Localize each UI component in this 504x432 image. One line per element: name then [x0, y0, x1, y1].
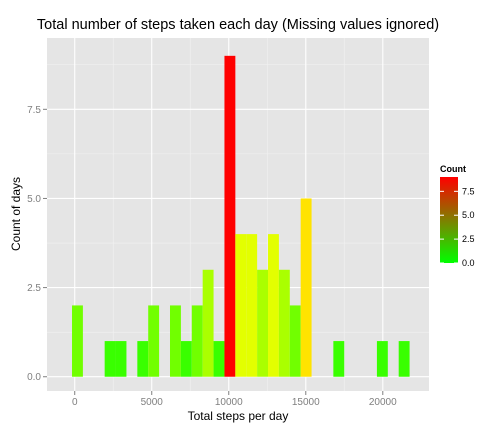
bar: [278, 269, 290, 377]
bar: [289, 305, 301, 377]
legend-label: 7.5: [462, 186, 475, 196]
x-axis-title: Total steps per day: [188, 409, 289, 423]
bar: [257, 269, 269, 377]
x-tick-label: 0: [72, 397, 78, 408]
bar: [398, 341, 410, 377]
bar: [148, 305, 160, 377]
x-tick-label: 5000: [141, 397, 164, 408]
y-tick-label: 5.0: [27, 194, 41, 205]
bar: [202, 269, 214, 377]
legend-label: 5.0: [462, 210, 475, 220]
legend-colorbar: [440, 177, 458, 263]
bar: [170, 305, 181, 377]
legend-label: 0.0: [462, 258, 475, 268]
bar: [180, 341, 192, 377]
bar: [72, 305, 83, 377]
bars: [72, 55, 410, 377]
y-axis-ticks: 0.0 2.5 5.0 7.5: [27, 105, 47, 383]
bar: [376, 341, 388, 377]
x-tick-label: 10000: [215, 397, 243, 408]
y-tick-label: 7.5: [27, 105, 41, 116]
legend: Count 0.0 2.5 5.0 7.5: [440, 164, 475, 268]
bar: [246, 234, 258, 377]
y-axis-title: Count of days: [9, 177, 23, 251]
bar: [333, 341, 345, 377]
bar: [268, 234, 279, 377]
x-axis-ticks: 0 5000 10000 15000 20000: [72, 391, 397, 408]
bar: [104, 341, 116, 377]
y-tick-label: 0.0: [27, 372, 41, 383]
bar: [235, 234, 247, 377]
bar: [115, 341, 127, 377]
x-tick-label: 20000: [369, 397, 397, 408]
bar: [213, 341, 225, 377]
bar: [191, 305, 203, 377]
legend-title: Count: [440, 164, 466, 174]
y-tick-label: 2.5: [27, 283, 41, 294]
x-tick-label: 15000: [292, 397, 320, 408]
chart-title: Total number of steps taken each day (Mi…: [37, 17, 439, 33]
bar: [300, 198, 312, 377]
bar: [137, 341, 149, 377]
legend-label: 2.5: [462, 234, 475, 244]
legend-ticks: 0.0 2.5 5.0 7.5: [440, 186, 475, 268]
bar: [224, 55, 236, 377]
